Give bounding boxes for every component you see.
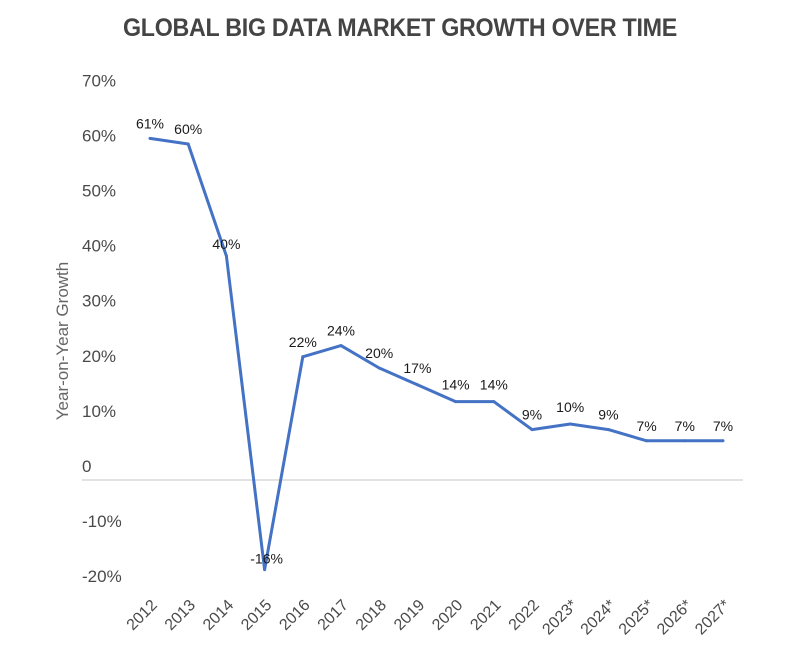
x-tick-label: 2020 [429,597,466,634]
data-label: 14% [480,377,508,393]
data-label: 7% [675,418,695,434]
data-label: 14% [442,377,470,393]
x-tick-label: 2023* [539,597,581,639]
data-label: 20% [365,345,393,361]
data-point [415,383,419,387]
data-point [683,439,687,443]
x-tick-label: 2022 [506,597,543,634]
data-point [492,400,496,404]
data-point [148,136,152,140]
data-label: 10% [556,399,584,415]
y-tick-label: 60% [82,126,116,145]
y-tick-label: 40% [82,237,116,256]
y-axis-title: Year-on-Year Growth [53,262,72,420]
data-point [721,439,725,443]
x-tick-label: 2018 [353,597,390,634]
y-tick-label: 20% [82,347,116,366]
x-axis-ticks: 2012 2013 2014 2015 2016 2017 2018 2019 2020 2021… [124,597,734,639]
data-label: 7% [636,418,656,434]
y-tick-label: 30% [82,292,116,311]
y-tick-label: 10% [82,402,116,421]
chart-title: GLOBAL BIG DATA MARKET GROWTH OVER TIME [123,14,677,42]
x-tick-label: 2026* [654,597,696,639]
series-line [149,136,723,572]
data-point [186,142,190,146]
y-tick-label: 50% [82,182,116,201]
data-point [377,366,381,370]
y-tick-label: 0 [82,457,91,476]
data-point [645,439,649,443]
data-label: 24% [327,323,355,339]
data-label: 9% [598,407,618,423]
data-point [606,428,610,432]
data-point [224,254,228,258]
data-label: 17% [403,360,431,376]
data-label: 61% [136,115,164,131]
x-tick-label: 2027* [692,597,734,639]
data-labels: 61% 60% 40% -16% 22% 24% 20% 17% 14% 14% 9% 10% 9% 7%… [136,115,733,566]
x-tick-label: 2025* [616,597,658,639]
x-tick-label: 2017 [315,597,352,634]
data-label: 7% [713,418,733,434]
y-axis-ticks: 70% 60% 50% 40% 30% 20% 10% 0 -10% -20% [82,71,122,586]
y-tick-label: -10% [82,512,122,531]
y-tick-label: 70% [82,71,116,90]
x-tick-label: 2013 [162,597,199,634]
y-tick-label: -20% [82,567,122,586]
data-point [301,355,305,359]
data-label: 9% [522,407,542,423]
data-point [530,428,534,432]
x-tick-label: 2015 [238,597,275,634]
data-label: -16% [250,551,283,567]
x-tick-label: 2021 [467,597,504,634]
data-point [339,344,343,348]
data-label: 60% [174,121,202,137]
data-label: 22% [289,334,317,350]
x-tick-label: 2014 [200,597,237,634]
x-tick-label: 2012 [124,597,161,634]
data-point [263,568,267,572]
data-label: 40% [212,236,240,252]
data-point [454,400,458,404]
x-tick-label: 2016 [276,597,313,634]
data-point [568,422,572,426]
x-tick-label: 2019 [391,597,428,634]
data-points [148,136,725,572]
x-tick-label: 2024* [578,597,620,639]
